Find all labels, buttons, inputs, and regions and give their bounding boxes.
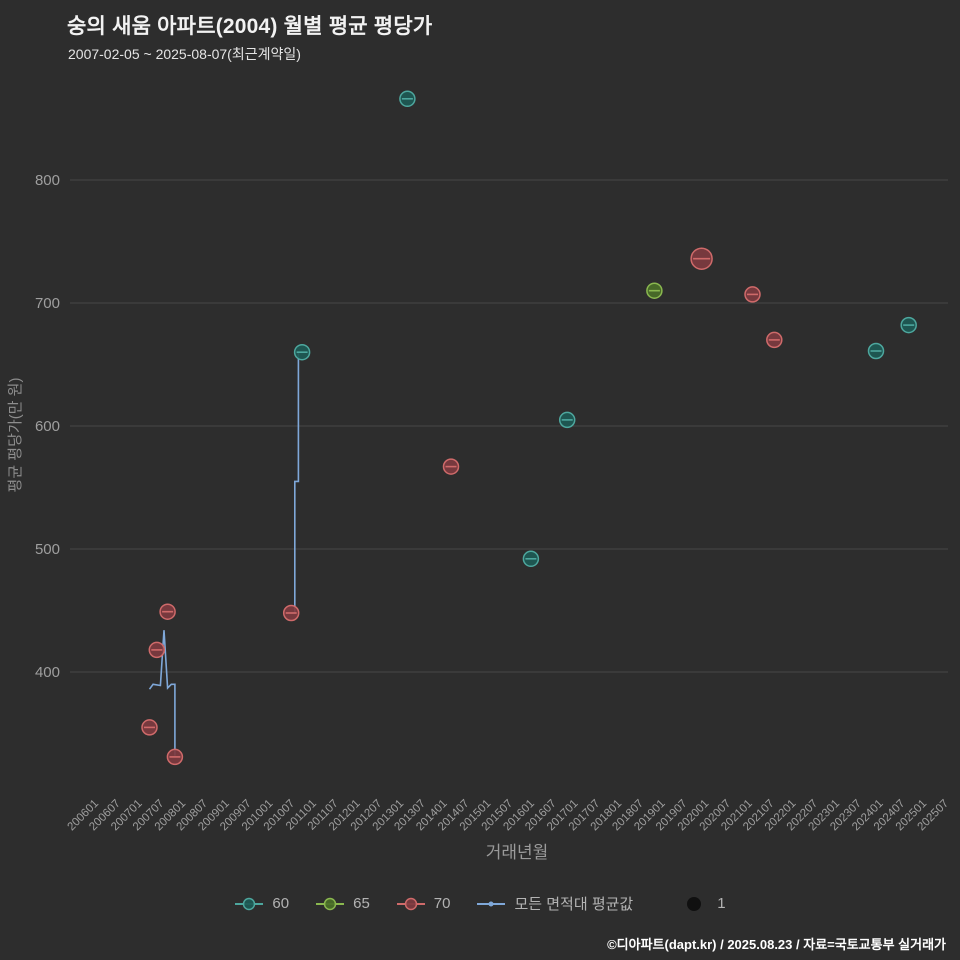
data-point-70[interactable]: [166, 748, 184, 766]
legend-item-avg-line-label: 모든 면적대 평균값: [514, 896, 634, 913]
footer-credit: ©디아파트(dapt.kr) / 2025.08.23 / 자료=국토교통부 실…: [607, 937, 946, 952]
data-point-70[interactable]: [159, 603, 176, 620]
data-point-70[interactable]: [282, 604, 300, 622]
legend-item-avg-line[interactable]: 모든 면적대 평균값: [476, 893, 633, 914]
y-tick-label: 500: [35, 541, 60, 558]
legend-item-70[interactable]: 70: [396, 895, 451, 912]
avg-line[interactable]: [291, 351, 303, 614]
legend-item-70-marker-icon: [396, 897, 425, 910]
legend-item-60-marker-icon: [235, 897, 264, 910]
y-axis-title: 평균 평당가(만 원): [7, 378, 24, 493]
data-point-60[interactable]: [399, 90, 416, 108]
legend-item-65-label: 65: [353, 895, 370, 912]
legend-line-dot-icon: [488, 901, 494, 906]
chart-plot-area: 4005006007008002006012006072007012007072…: [7, 90, 951, 862]
data-point-70[interactable]: [744, 286, 761, 303]
legend-item-avg-line-marker-icon: [477, 901, 506, 906]
legend-circle-icon: [323, 897, 337, 910]
data-point-60[interactable]: [867, 342, 885, 360]
data-point-60[interactable]: [558, 411, 576, 429]
data-point-70[interactable]: [766, 331, 783, 349]
x-axis-title: 거래년월: [486, 843, 549, 862]
data-point-60[interactable]: [293, 343, 311, 361]
data-point-60[interactable]: [522, 550, 540, 568]
data-point-70[interactable]: [690, 247, 713, 270]
legend-item-size-marker-icon: [687, 896, 702, 911]
data-point-70[interactable]: [141, 719, 158, 736]
chart-legend: 60 65 70 모든 면적대 평균값 1: [0, 893, 960, 914]
legend-circle-icon: [404, 897, 418, 910]
y-tick-label: 800: [35, 172, 60, 189]
avg-line[interactable]: [148, 630, 176, 756]
data-point-70[interactable]: [148, 641, 166, 659]
chart-subtitle: 2007-02-05 ~ 2025-08-07(최근계약일): [68, 46, 301, 62]
legend-item-70-label: 70: [433, 895, 451, 912]
legend-item-60[interactable]: 60: [234, 895, 289, 912]
legend-item-65[interactable]: 65: [315, 895, 370, 912]
legend-item-size[interactable]: 1: [679, 895, 726, 912]
y-tick-label: 600: [35, 418, 60, 435]
legend-item-65-marker-icon: [316, 897, 345, 910]
chart-title: 숭의 새움 아파트(2004) 월별 평균 평당가: [67, 15, 433, 38]
legend-item-60-label: 60: [272, 895, 290, 912]
legend-circle-icon: [243, 897, 256, 910]
legend-size-circle-icon: [687, 896, 702, 911]
data-point-60[interactable]: [900, 316, 917, 334]
data-point-70[interactable]: [442, 458, 460, 475]
y-tick-label: 400: [35, 664, 60, 681]
legend-item-size-label: 1: [717, 895, 726, 912]
y-tick-label: 700: [35, 295, 60, 312]
data-point-65[interactable]: [646, 282, 663, 299]
